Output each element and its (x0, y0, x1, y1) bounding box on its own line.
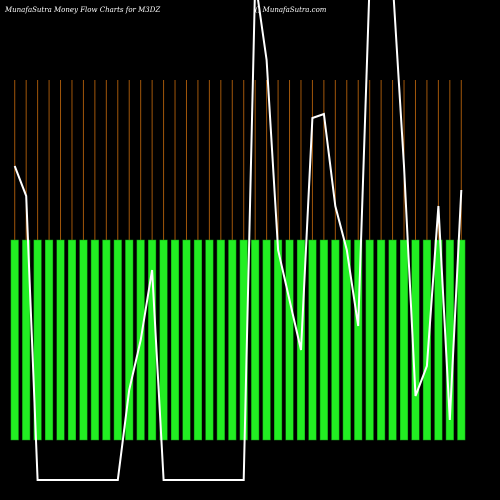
bar (22, 239, 31, 441)
bar (262, 239, 271, 441)
bar (422, 239, 431, 441)
bar (90, 239, 99, 441)
bar (331, 239, 340, 441)
bar (411, 239, 420, 441)
bar (388, 239, 397, 441)
bar (274, 239, 283, 441)
bar (193, 239, 202, 441)
bar (365, 239, 374, 441)
bar (56, 239, 65, 441)
bar (228, 239, 237, 441)
bar (308, 239, 317, 441)
bar (205, 239, 214, 441)
bar (159, 239, 168, 441)
bar (102, 239, 111, 441)
price-line (13, 0, 463, 481)
bar (251, 239, 260, 441)
bar (342, 239, 351, 441)
bar (67, 239, 77, 441)
bar (216, 239, 225, 441)
bar (457, 239, 466, 441)
bar (113, 239, 122, 441)
chart-title: MunafaSutra Money Flow Charts for M3DZ (4, 6, 160, 14)
bar (354, 239, 363, 441)
bar (399, 239, 409, 441)
bar (33, 239, 42, 441)
bar (10, 239, 19, 441)
bar (125, 239, 134, 441)
bar (377, 239, 386, 441)
bar (79, 239, 88, 441)
bar (319, 239, 328, 441)
bar (170, 239, 180, 441)
chart-subtitle: () MunafaSutra.com (255, 6, 327, 14)
bar (285, 239, 294, 441)
bar (434, 239, 443, 441)
bar (182, 239, 191, 441)
bar (45, 239, 54, 441)
